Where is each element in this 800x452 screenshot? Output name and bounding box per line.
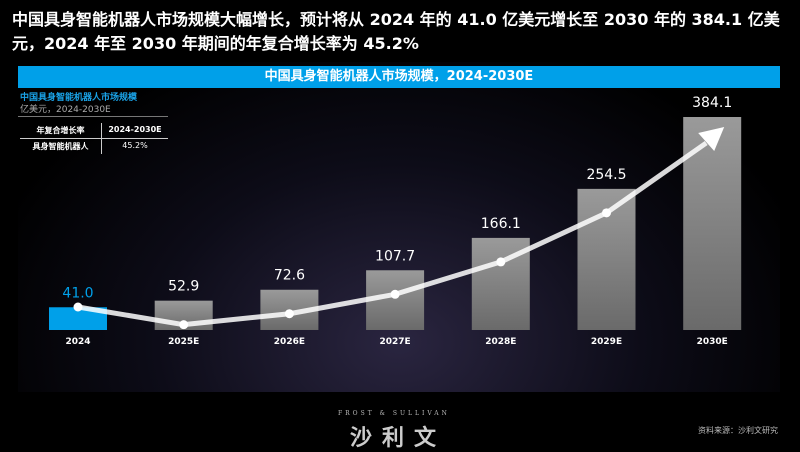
cagr-header-period: 2024-2030E: [108, 125, 162, 134]
x-tick-label: 2025E: [168, 337, 199, 347]
trend-point: [179, 320, 189, 330]
bar-2024: [49, 307, 107, 330]
x-tick-label: 2028E: [485, 337, 516, 347]
bar-2030E: [683, 117, 742, 330]
trend-point: [73, 302, 83, 312]
divider: [18, 116, 168, 117]
chart-unit: 亿美元，2024-2030E: [20, 105, 111, 115]
data-label: 384.1: [692, 95, 732, 111]
trend-arrowhead: [698, 127, 725, 151]
x-tick-label: 2024: [65, 337, 90, 347]
source-note: 资料来源：沙利文研究: [698, 426, 778, 435]
x-tick-label: 2026E: [274, 337, 305, 347]
chart-subtitle: 中国具身智能机器人市场规模: [20, 93, 138, 103]
trend-point: [496, 257, 506, 267]
x-tick-label: 2027E: [379, 337, 410, 347]
cagr-row-label: 具身智能机器人: [20, 139, 102, 154]
data-label: 41.0: [62, 285, 93, 301]
data-label: 107.7: [375, 248, 415, 264]
trend-point: [284, 309, 294, 319]
x-tick-label: 2029E: [591, 337, 622, 347]
cagr-header-label: 年复合增长率: [20, 123, 102, 138]
data-label: 254.5: [586, 167, 626, 183]
trend-point: [602, 208, 611, 218]
chart-panel: [18, 62, 780, 392]
cagr-table: 年复合增长率 2024-2030E 具身智能机器人 45.2%: [20, 123, 168, 154]
data-label: 72.6: [274, 268, 305, 284]
x-tick-label: 2030E: [697, 337, 728, 347]
cagr-row-value: 45.2%: [122, 141, 148, 150]
data-label: 166.1: [481, 216, 521, 232]
logo-en: FROST & SULLIVAN: [338, 410, 450, 417]
trend-point: [390, 289, 400, 299]
chart-title: 中国具身智能机器人市场规模，2024-2030E: [18, 66, 780, 88]
logo-cn: 沙利文: [350, 426, 447, 451]
headline: 中国具身智能机器人市场规模大幅增长，预计将从 2024 年的 41.0 亿美元增…: [12, 10, 780, 53]
data-label: 52.9: [168, 279, 199, 295]
